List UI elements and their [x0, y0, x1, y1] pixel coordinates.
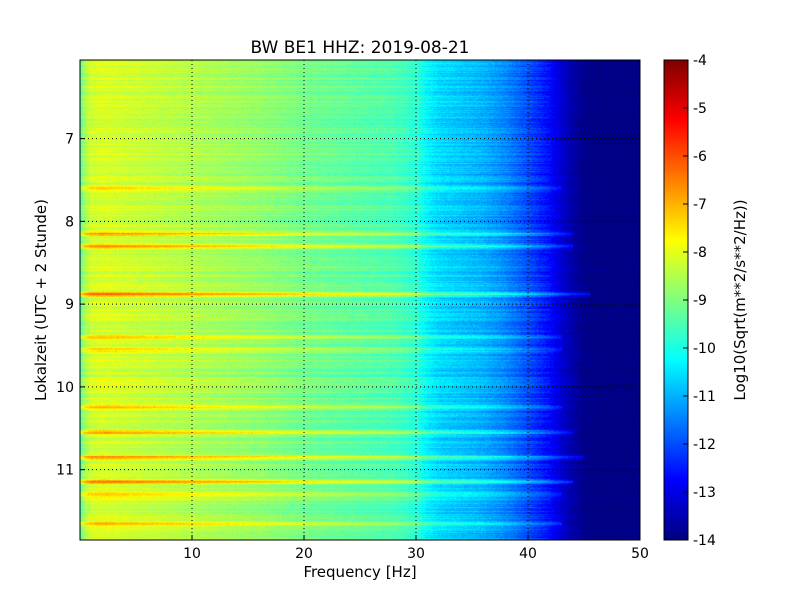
colorbar-tick-label: -8 [693, 245, 707, 261]
colorbar-tick-label: -12 [693, 437, 716, 453]
colorbar-tick-label: -14 [693, 533, 716, 549]
colorbar-label: Log10(Sqrt(m**2/s**2/Hz)) [731, 199, 749, 400]
y-tick-label: 11 [56, 463, 74, 479]
x-tick-label: 40 [519, 546, 537, 562]
colorbar-tick-label: -10 [693, 341, 716, 357]
y-axis: 7 8 9 10 11 [56, 132, 85, 479]
x-tick-label: 10 [183, 546, 201, 562]
grid-lines [80, 60, 640, 540]
y-tick-label: 7 [65, 132, 74, 148]
x-axis: 10 20 30 40 50 [183, 535, 649, 562]
colorbar-tick-label: -4 [693, 53, 707, 69]
chart-title: BW BE1 HHZ: 2019-08-21 [250, 38, 469, 58]
colorbar-tick-label: -6 [693, 149, 707, 165]
plot-frame [79, 59, 641, 541]
colorbar-tick-label: -5 [693, 101, 707, 117]
spectrogram-heatmap [80, 60, 640, 540]
y-tick-label: 10 [56, 380, 74, 396]
y-tick-label: 9 [65, 297, 74, 313]
y-axis-label: Lokalzeit (UTC + 2 Stunde) [32, 199, 50, 401]
colorbar-tick-label: -11 [693, 389, 716, 405]
colorbar-tick-label: -13 [693, 485, 716, 501]
y-tick-label: 8 [65, 214, 74, 230]
colorbar-ticks: -4 -5 -6 -7 -8 -9 -10 -11 -12 -13 -14 [683, 53, 716, 549]
colorbar-tick-label: -9 [693, 293, 707, 309]
x-axis-label: Frequency [Hz] [303, 563, 416, 581]
x-tick-label: 50 [631, 546, 649, 562]
colorbar-tick-label: -7 [693, 197, 707, 213]
colorbar: -4 -5 -6 -7 -8 -9 -10 -11 -12 -13 -14 Log10(Sqrt(m… [663, 53, 749, 549]
x-tick-label: 20 [295, 546, 313, 562]
x-tick-label: 30 [407, 546, 425, 562]
spectrogram-plot-area [79, 59, 641, 541]
